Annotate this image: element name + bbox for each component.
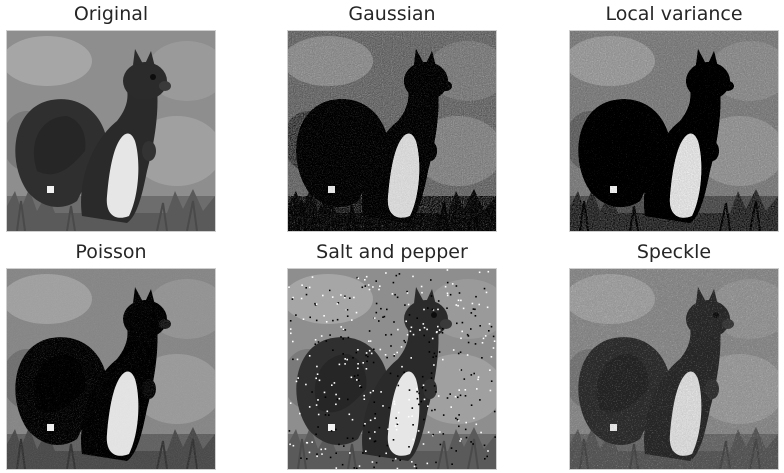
panel-title: Gaussian <box>348 3 436 25</box>
panel-title: Original <box>73 3 149 25</box>
squirrel-photo <box>570 269 778 469</box>
squirrel-image-poisson <box>6 268 216 470</box>
squirrel-image-original <box>6 30 216 232</box>
squirrel-photo <box>7 269 215 469</box>
panel-title: Speckle <box>636 241 712 263</box>
squirrel-image-salt-and-pepper <box>287 268 497 470</box>
squirrel-image-local-variance <box>569 30 779 232</box>
squirrel-photo <box>288 31 496 231</box>
squirrel-image-speckle <box>569 268 779 470</box>
squirrel-photo <box>7 31 215 231</box>
panel-title: Local variance <box>605 3 743 25</box>
squirrel-photo <box>570 31 778 231</box>
panel-title: Poisson <box>75 241 147 263</box>
squirrel-photo <box>288 269 496 469</box>
squirrel-image-gaussian <box>287 30 497 232</box>
panel-title: Salt and pepper <box>316 241 468 263</box>
